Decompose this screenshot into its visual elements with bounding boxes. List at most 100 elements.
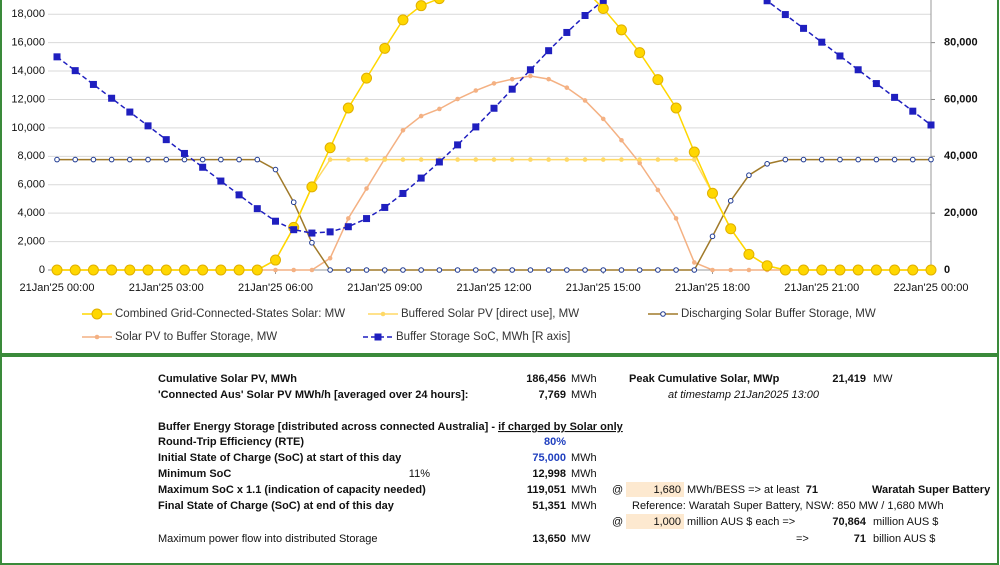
marker [51,264,63,276]
marker [599,0,607,4]
marker [324,142,336,154]
label: Waratah Super Battery [872,484,991,496]
input-value: 1,680 [653,484,681,496]
unit: MWh [571,389,597,401]
marker [54,156,60,163]
label: Peak Cumulative Solar, MWp [629,373,780,385]
marker [346,157,351,162]
marker [891,156,898,163]
x-tick-label: 21Jan'25 06:00 [238,282,313,294]
marker [600,116,606,122]
marker [418,157,424,162]
marker [818,156,825,163]
marker [818,38,826,46]
marker [564,157,570,162]
marker [342,102,354,114]
marker [655,157,661,162]
marker [582,98,588,103]
marker [655,267,661,273]
marker [816,264,828,276]
marker [928,156,934,163]
legend-label: Buffered Solar PV [direct use], MW [401,308,579,320]
marker [743,248,755,260]
marker [728,267,734,273]
marker [108,156,115,163]
marker [652,74,664,86]
marker [528,73,533,79]
marker [907,264,919,276]
marker [834,264,846,276]
marker [764,161,770,167]
marker [400,157,406,162]
chart: 0 2,000 4,000 6,000 8,000 10,000 12,000 14,000 1… [11,0,978,294]
y-tick-label: 18,000 [11,8,45,20]
marker [909,156,916,163]
marker [197,264,209,276]
marker [106,264,118,276]
input-cell [626,482,684,497]
marker [564,267,570,273]
x-tick-label: 21Jan'25 12:00 [457,282,532,294]
marker [563,28,571,36]
marker [399,189,407,197]
value: 186,456 [526,373,566,385]
marker [727,198,734,204]
value: 71 [854,533,866,545]
marker [363,215,371,223]
unit: billion AUS $ [873,533,935,545]
marker [837,156,843,163]
marker [909,107,917,115]
marker [600,267,607,273]
marker [397,14,409,26]
note: MWh/BESS => at least [687,484,800,496]
marker [691,267,698,273]
marker [400,127,406,133]
marker [472,123,480,131]
value: 80% [544,436,566,448]
marker [528,157,533,162]
marker [418,267,424,273]
value: 12,998 [532,468,566,480]
marker [526,66,534,74]
marker [235,191,243,199]
marker [379,42,391,54]
marker [346,216,351,221]
marker [779,264,791,276]
marker [381,267,388,273]
marker [473,157,479,162]
marker [437,106,442,112]
marker [142,264,154,276]
marker [236,156,242,163]
x-tick-label: 21Jan'25 03:00 [129,282,204,294]
y-tick-label: 16,000 [11,37,45,49]
marker [618,267,625,273]
marker [254,156,261,163]
marker [709,233,716,240]
label: Minimum SoC [158,468,231,480]
label: Round-Trip Efficiency (RTE) [158,436,304,448]
marker [91,308,103,320]
unit: MWh [571,373,597,385]
marker [374,333,382,341]
marker [673,216,679,221]
label: Cumulative Solar PV, MWh [158,373,297,385]
label: Final State of Charge (SoC) at end of th… [158,500,395,512]
marker [637,157,642,162]
heading-text: Buffer Energy Storage [distributed acros… [158,421,498,433]
marker [581,11,589,19]
marker [725,223,737,235]
marker [364,186,369,191]
marker [345,267,352,273]
marker [180,149,188,157]
marker [545,47,553,55]
marker [306,181,318,193]
unit: MWh [571,452,597,464]
marker [361,72,373,84]
marker [509,157,515,162]
at-sign: @ [612,516,623,528]
marker [800,24,808,32]
value: 51,351 [532,500,566,512]
marker [382,157,388,162]
marker [564,85,570,90]
